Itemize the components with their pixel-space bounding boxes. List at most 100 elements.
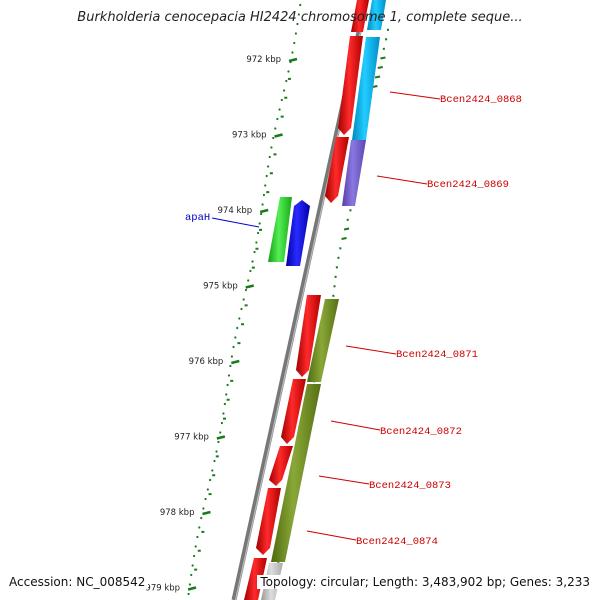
gc-dot [253, 250, 256, 254]
gc-dot [222, 412, 225, 415]
ruler-tick [288, 57, 298, 63]
gc-dot [194, 545, 197, 548]
cds-tracks [244, 0, 386, 600]
gc-dot [299, 3, 302, 7]
cds-0869-red[interactable] [325, 137, 349, 203]
gc-dot [196, 535, 199, 539]
gc-dot [343, 227, 350, 231]
gc-dot [202, 507, 205, 510]
cds-next-red[interactable] [244, 558, 267, 600]
label-bcen2424-0869[interactable]: Bcen2424_0869 [427, 179, 509, 191]
gc-dot [377, 66, 383, 69]
gc-dot [251, 260, 254, 263]
label-bcen2424-0873[interactable]: Bcen2424_0873 [369, 480, 451, 492]
gc-dot [230, 355, 234, 358]
gc-dot [198, 526, 201, 529]
label-bcen2424-0872[interactable]: Bcen2424_0872 [380, 426, 462, 438]
gc-dot [293, 41, 296, 45]
cds-0868-red[interactable] [338, 36, 363, 135]
gc-dot [242, 298, 245, 301]
cds-0871-olive[interactable] [307, 299, 339, 382]
accession-text: Accession: NC_008542 [9, 575, 149, 589]
label-apaH[interactable]: apaH [185, 212, 210, 224]
gc-dot [258, 222, 261, 225]
gc-dot [229, 364, 232, 368]
ruler-tick-label: 977 kbp [174, 433, 209, 443]
gc-dot [244, 288, 248, 292]
gc-dot [215, 450, 218, 453]
cds-0872-olive[interactable] [271, 384, 321, 562]
gc-dot [285, 79, 288, 83]
gc-dot [240, 307, 243, 311]
cds-0873-red[interactable] [269, 446, 293, 486]
gc-dot [232, 345, 235, 349]
label-bcen2424-0868[interactable]: Bcen2424_0868 [440, 94, 522, 106]
cds-0874-red[interactable] [256, 488, 281, 555]
cds-cyan-top[interactable] [367, 0, 386, 30]
cds-0868-cyan[interactable] [352, 37, 380, 140]
gc-dot [208, 478, 212, 482]
ruler-tick [231, 359, 240, 365]
gc-dot [220, 421, 224, 425]
cds-0871-red[interactable] [296, 295, 321, 377]
gc-dot [274, 127, 277, 130]
topology-stats: Topology: circular; Length: 3,483,902 bp… [257, 575, 590, 589]
gc-dot [234, 336, 237, 339]
ruler-tick-label: 975 kbp [203, 282, 238, 292]
gc-dot [193, 554, 196, 558]
apaH-green[interactable] [268, 197, 292, 262]
label-bcen2424-0874[interactable]: Bcen2424_0874 [356, 536, 438, 548]
ruler-tick [245, 284, 255, 289]
gc-dot [282, 89, 286, 92]
gc-dot [297, 13, 300, 16]
gc-dot [291, 51, 294, 54]
gc-dot [262, 193, 266, 197]
gc-dot [226, 383, 229, 387]
gc-dot [380, 56, 386, 60]
cds-0872-red[interactable] [281, 379, 306, 444]
gc-dot [270, 146, 273, 149]
gc-dot [236, 326, 239, 330]
gc-dot [206, 488, 209, 491]
gc-dot [255, 241, 258, 244]
gc-dot [276, 117, 279, 121]
gc-dot [191, 564, 194, 567]
gc-dot [190, 573, 193, 577]
ruler-tick [216, 435, 226, 440]
ruler-tick-label: 979 kbp [145, 584, 180, 594]
ruler-tick-label: 976 kbp [189, 357, 224, 367]
cds-0869-purple[interactable] [342, 140, 366, 206]
ruler-tick-label: 973 kbp [232, 131, 267, 141]
cds-0868-arrow[interactable] [351, 0, 369, 32]
map-title: Burkholderia cenocepacia HI2424 chromoso… [77, 10, 523, 25]
gc-dot [187, 592, 190, 596]
apaH-blue[interactable] [286, 200, 310, 266]
gc-dot [280, 98, 283, 102]
gc-dot [247, 279, 250, 282]
gc-dot [341, 237, 347, 240]
gc-dot [227, 374, 231, 377]
gc-dot [219, 431, 222, 434]
gc-dot [261, 203, 264, 206]
ruler-tick [202, 510, 211, 516]
ruler-tick-label: 974 kbp [218, 206, 253, 216]
ruler: 972 kbp 973 kbp 974 kbp 975 kbp 976 kbp 977 k… [145, 55, 298, 594]
ruler-tick [187, 586, 197, 591]
gc-dot [204, 497, 207, 501]
gc-dot [287, 70, 290, 73]
gc-dot [260, 212, 263, 216]
ruler-tick-label: 978 kbp [160, 508, 195, 518]
gc-dot [267, 165, 270, 168]
leader-lines [211, 91, 441, 541]
ruler-tick [259, 208, 269, 214]
gc-dot [296, 22, 299, 26]
gc-dot [265, 174, 268, 178]
gc-dot [256, 231, 260, 235]
label-bcen2424-0871[interactable]: Bcen2424_0871 [396, 349, 478, 361]
gc-dot [249, 269, 252, 273]
gc-dot [272, 136, 275, 140]
gc-dot [372, 85, 378, 88]
gc-dot [200, 516, 203, 520]
gc-dot [278, 108, 281, 111]
